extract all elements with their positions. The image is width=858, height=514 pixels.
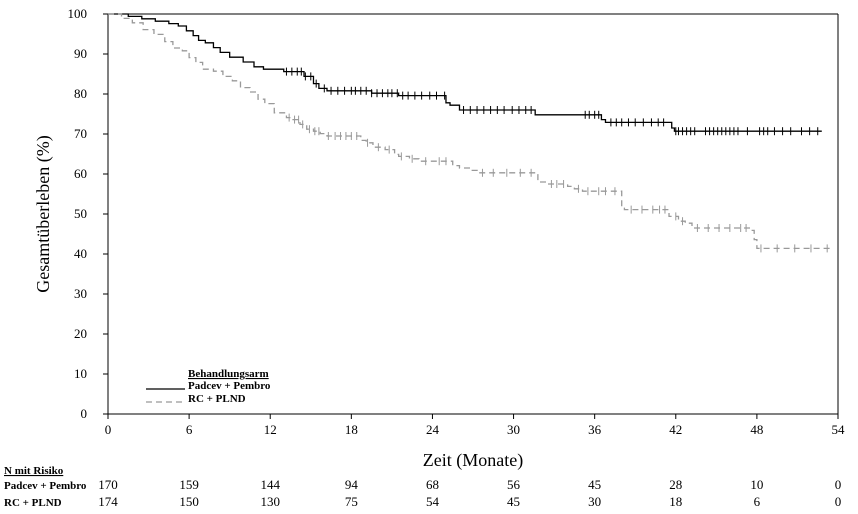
at-risk-value: 6 — [754, 494, 761, 509]
at-risk-value: 28 — [669, 477, 682, 492]
y-tick-label: 100 — [68, 6, 88, 21]
y-axis-title: Gesamtüberleben (%) — [33, 135, 54, 292]
at-risk-row-label-rc: RC + PLND — [4, 497, 62, 509]
at-risk-value: 144 — [260, 477, 280, 492]
at-risk-value: 45 — [588, 477, 601, 492]
at-risk-table: N mit Risiko Padcev + Pembro RC + PLND 1… — [4, 465, 841, 509]
at-risk-value: 94 — [345, 477, 359, 492]
at-risk-value: 56 — [507, 477, 521, 492]
axis-ticks: 0 6 12 18 24 30 36 42 48 54 0 10 20 30 40 50 60 70 80 90 100 — [68, 6, 846, 437]
x-tick-label: 36 — [588, 422, 602, 437]
y-tick-label: 10 — [74, 366, 87, 381]
at-risk-value: 174 — [98, 494, 118, 509]
y-tick-label: 90 — [74, 46, 87, 61]
x-tick-label: 42 — [669, 422, 682, 437]
x-tick-label: 48 — [750, 422, 763, 437]
x-axis-title: Zeit (Monate) — [423, 450, 523, 471]
x-tick-label: 18 — [345, 422, 358, 437]
y-tick-label: 0 — [81, 406, 88, 421]
at-risk-value: 159 — [179, 477, 199, 492]
y-tick-label: 80 — [74, 86, 87, 101]
y-tick-label: 20 — [74, 326, 87, 341]
at-risk-value: 18 — [669, 494, 682, 509]
curve-padcev-pembro — [108, 13, 822, 132]
at-risk-value: 150 — [179, 494, 199, 509]
y-tick-label: 60 — [74, 166, 87, 181]
x-tick-label: 6 — [186, 422, 193, 437]
x-tick-label: 0 — [105, 422, 112, 437]
at-risk-value: 30 — [588, 494, 601, 509]
survival-curves — [108, 13, 832, 253]
at-risk-value: 54 — [426, 494, 440, 509]
at-risk-value: 68 — [426, 477, 439, 492]
at-risk-value: 130 — [260, 494, 280, 509]
x-tick-label: 30 — [507, 422, 520, 437]
x-tick-label: 24 — [426, 422, 440, 437]
x-tick-label: 12 — [264, 422, 277, 437]
at-risk-value: 45 — [507, 494, 520, 509]
at-risk-value: 0 — [835, 494, 842, 509]
at-risk-value: 170 — [98, 477, 118, 492]
x-tick-label: 54 — [832, 422, 846, 437]
at-risk-value: 0 — [835, 477, 842, 492]
y-tick-label: 30 — [74, 286, 87, 301]
y-tick-label: 40 — [74, 246, 87, 261]
at-risk-value: 10 — [750, 477, 763, 492]
curve-rc-plnd — [108, 13, 832, 250]
legend: Behandlungsarm Padcev + Pembro RC + PLND — [146, 368, 271, 405]
y-tick-label: 70 — [74, 126, 87, 141]
plot-frame — [107, 13, 839, 415]
at-risk-title: N mit Risiko — [4, 465, 64, 477]
legend-label-padcev: Padcev + Pembro — [188, 380, 271, 392]
legend-label-rc: RC + PLND — [188, 393, 246, 405]
at-risk-row-label-padcev: Padcev + Pembro — [4, 480, 87, 492]
y-tick-label: 50 — [74, 206, 87, 221]
legend-title: Behandlungsarm — [188, 368, 269, 380]
at-risk-value: 75 — [345, 494, 358, 509]
